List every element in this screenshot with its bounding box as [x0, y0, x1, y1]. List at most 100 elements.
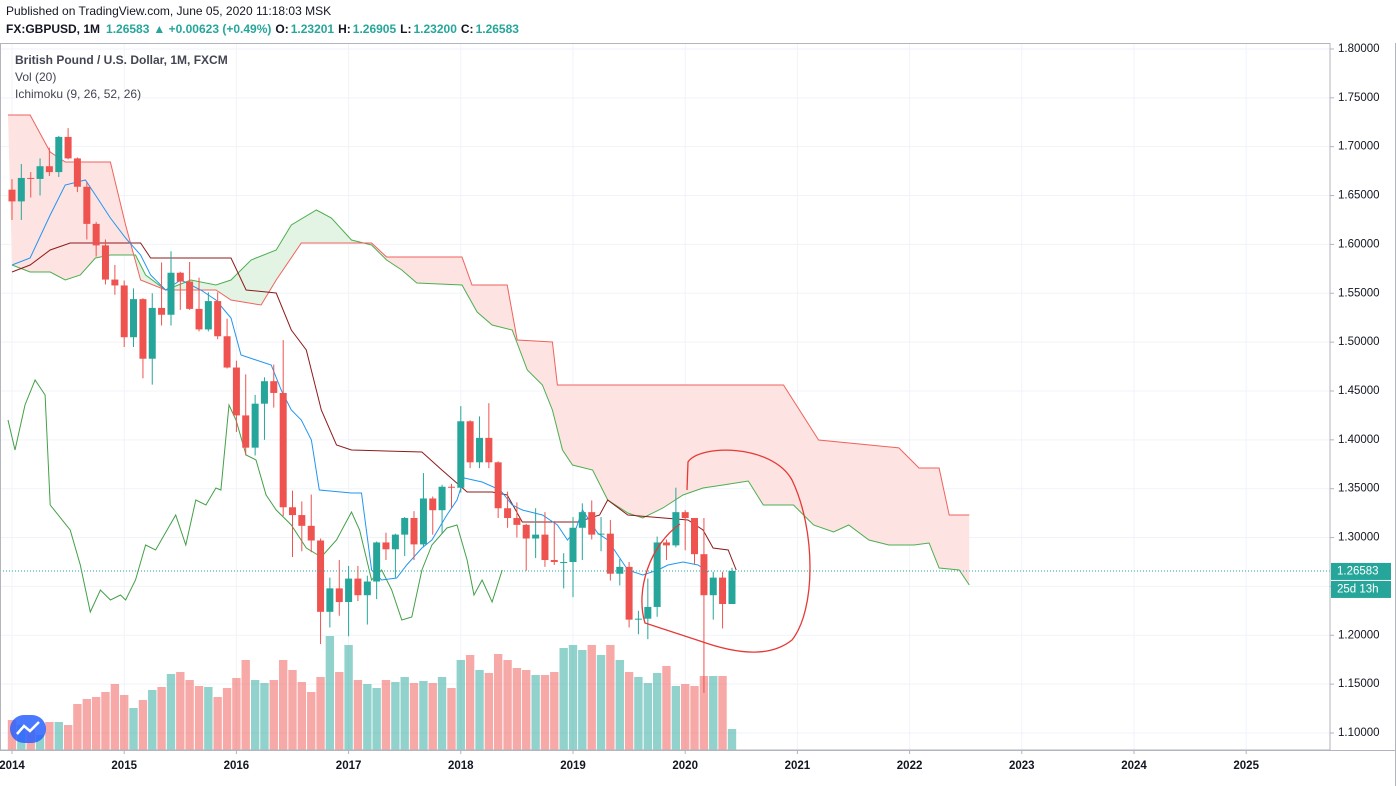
high-value: 1.26905: [353, 22, 397, 36]
volume-bar: [54, 722, 63, 750]
candle-body: [317, 540, 325, 612]
volume-bar: [101, 692, 110, 750]
candle-body: [204, 301, 212, 330]
volume-bar: [578, 650, 587, 750]
candle-body: [447, 486, 455, 488]
volume-bar: [391, 682, 400, 750]
candle-body: [345, 578, 353, 603]
y-tick-label: 1.45000: [1338, 385, 1380, 397]
volume-bar: [381, 680, 391, 750]
candle-body: [653, 542, 661, 607]
volume-bar: [634, 677, 643, 750]
candle-body: [662, 542, 670, 546]
volume-bar: [709, 676, 718, 750]
candle-body: [251, 403, 259, 448]
volume-bar: [278, 660, 288, 750]
candle-body: [606, 533, 614, 574]
candle-body: [260, 381, 268, 404]
volume-bar: [699, 676, 709, 750]
candle-body: [83, 186, 91, 224]
candle-body: [214, 301, 222, 337]
volume-bar: [512, 668, 522, 750]
chikou-line: [7, 378, 503, 621]
candle-body: [578, 512, 586, 528]
volume-bar: [232, 678, 241, 750]
candle-body: [728, 570, 736, 604]
plot-area: [0, 114, 1330, 750]
y-tick-label: 1.80000: [1338, 43, 1380, 55]
candle-body: [354, 578, 362, 596]
volume-bar: [615, 660, 624, 750]
volume-bar: [45, 722, 54, 750]
countdown-label: 25d 13h: [1337, 583, 1379, 595]
candle-body: [391, 534, 399, 550]
close-value: 1.26583: [476, 22, 520, 36]
volume-bar: [73, 704, 82, 750]
candle-body: [232, 367, 240, 416]
volume-bar: [624, 672, 634, 750]
candle-body: [195, 308, 203, 330]
volume-bar: [606, 645, 615, 750]
x-tick-label: 2025: [1233, 760, 1259, 772]
volume-bar: [587, 645, 596, 750]
volume-bar: [681, 684, 690, 750]
candle-body: [139, 299, 147, 359]
volume-bar: [138, 700, 148, 750]
candle-body: [634, 618, 642, 620]
volume-bar: [662, 666, 671, 750]
candle-body: [64, 136, 72, 159]
volume-bar: [503, 660, 512, 750]
volume-bar: [522, 670, 531, 750]
legend-symbol: British Pound / U.S. Dollar, 1M, FXCM: [15, 53, 228, 67]
candle-body: [494, 462, 502, 509]
candle-body: [719, 577, 727, 604]
volume-bar: [475, 670, 484, 750]
volume-bar: [550, 672, 559, 750]
y-tick-label: 1.40000: [1338, 434, 1380, 446]
volume-bar: [185, 680, 194, 750]
candle-body: [419, 498, 427, 545]
volume-bar: [213, 697, 222, 750]
last-price-box: [1331, 562, 1391, 580]
x-tick-label: 2019: [560, 760, 586, 772]
candle-body: [176, 272, 184, 282]
candle-body: [616, 566, 624, 574]
candle-body: [466, 421, 474, 463]
candle-body: [709, 577, 717, 596]
volume-bar: [241, 660, 250, 750]
candle-body: [560, 561, 568, 563]
volume-bar: [671, 686, 681, 750]
volume-bar: [222, 688, 232, 750]
volume-bar: [493, 654, 503, 750]
volume-bar: [400, 677, 409, 750]
volume-bar: [166, 674, 176, 750]
y-tick-label: 1.60000: [1338, 238, 1380, 250]
y-tick-label: 1.35000: [1338, 483, 1380, 495]
candle-body: [625, 566, 633, 620]
x-tick-label: 2020: [672, 760, 698, 772]
candle-body: [457, 421, 465, 488]
y-tick-label: 1.70000: [1338, 141, 1380, 153]
volume-bar: [35, 735, 45, 750]
volume-bar: [157, 687, 166, 750]
candle-body: [242, 415, 250, 448]
y-tick-label: 1.15000: [1338, 678, 1380, 690]
volume-bar: [129, 708, 138, 750]
y-tick-label: 1.30000: [1338, 532, 1380, 544]
volume-bar: [437, 677, 447, 750]
candle-body: [167, 272, 175, 315]
volume-bar: [363, 684, 372, 750]
last-price-label: 1.26583: [1337, 565, 1379, 577]
y-tick-label: 1.20000: [1338, 629, 1380, 641]
candle-body: [672, 512, 680, 546]
candle-body: [36, 166, 44, 179]
volume-bar: [110, 684, 120, 750]
volume-bar: [419, 681, 428, 750]
close-label: C:: [461, 22, 474, 36]
price: 1.26583: [106, 22, 150, 36]
candle-body: [438, 486, 446, 511]
volume-bar: [559, 648, 568, 750]
x-tick-label: 2014: [0, 760, 25, 772]
candle-body: [541, 534, 549, 561]
volume-bar: [260, 683, 269, 750]
